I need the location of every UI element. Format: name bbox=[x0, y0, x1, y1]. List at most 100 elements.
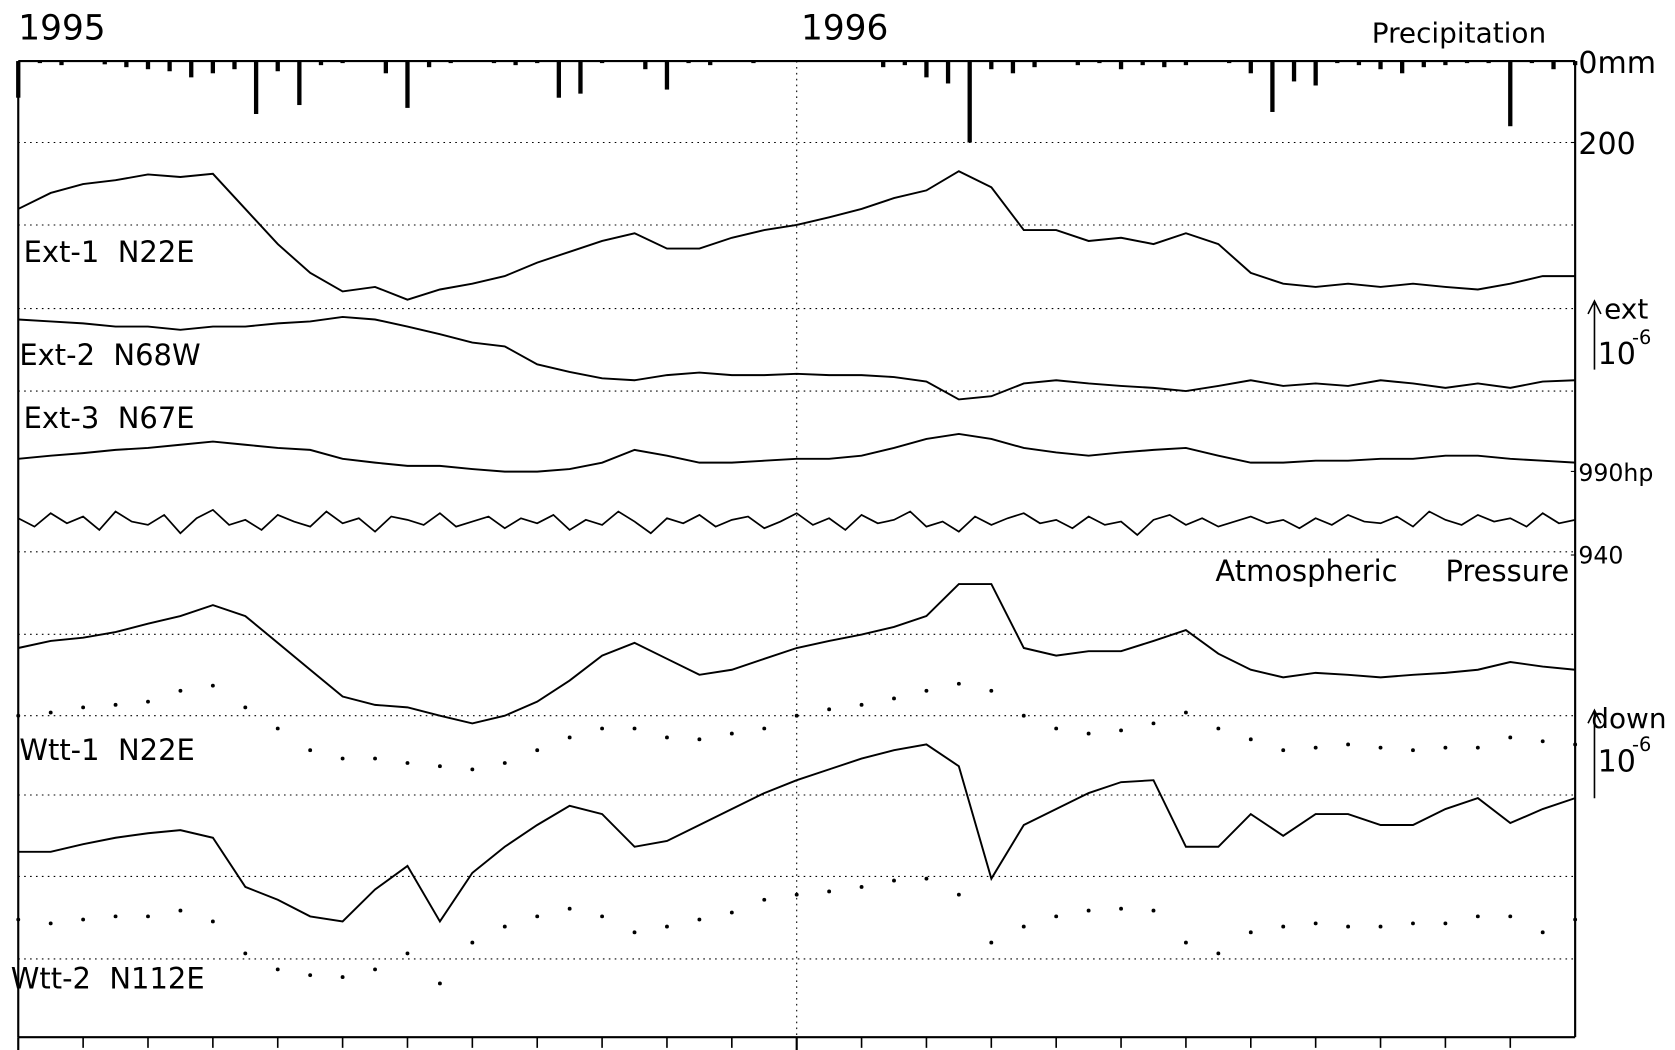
dot bbox=[1540, 739, 1545, 744]
dot bbox=[1086, 908, 1091, 913]
dot bbox=[535, 748, 540, 753]
bar bbox=[1248, 61, 1253, 74]
dot bbox=[210, 919, 215, 924]
dot bbox=[859, 702, 864, 707]
dot bbox=[502, 761, 507, 765]
dot bbox=[502, 924, 507, 929]
dot bbox=[1021, 713, 1026, 718]
dot bbox=[146, 699, 150, 704]
dot bbox=[243, 951, 248, 956]
dot bbox=[437, 764, 442, 769]
bar bbox=[1551, 61, 1556, 70]
bar bbox=[1097, 61, 1102, 64]
bar bbox=[145, 61, 151, 70]
dot bbox=[178, 688, 183, 693]
bar bbox=[1486, 61, 1491, 64]
bar bbox=[16, 61, 21, 98]
dot bbox=[665, 735, 669, 740]
bar bbox=[491, 61, 497, 64]
y-tick-label: 200 bbox=[1578, 127, 1635, 162]
dot bbox=[1411, 921, 1415, 926]
dot bbox=[1216, 726, 1221, 731]
bar bbox=[405, 61, 410, 108]
bar bbox=[945, 61, 951, 84]
bar bbox=[102, 61, 107, 65]
line bbox=[18, 315, 1576, 401]
bar bbox=[383, 61, 388, 74]
bar bbox=[1032, 61, 1037, 68]
bar bbox=[708, 61, 713, 66]
bar bbox=[1421, 61, 1426, 68]
bar bbox=[167, 61, 172, 72]
dot bbox=[794, 892, 799, 897]
bar bbox=[318, 61, 324, 66]
dot bbox=[1313, 921, 1318, 926]
dot bbox=[1054, 726, 1059, 731]
dot bbox=[794, 713, 799, 718]
dot bbox=[437, 981, 442, 986]
dot bbox=[113, 914, 118, 919]
bar bbox=[426, 61, 432, 68]
bar bbox=[1270, 61, 1275, 112]
dot bbox=[535, 914, 540, 919]
y-tick-label: 940 bbox=[1578, 542, 1623, 570]
bar bbox=[556, 61, 561, 98]
dot bbox=[729, 910, 734, 915]
x-tick-label: 1995 bbox=[18, 9, 105, 49]
bar bbox=[189, 61, 194, 78]
dot bbox=[1183, 940, 1188, 945]
dot bbox=[308, 973, 313, 978]
bar bbox=[275, 61, 280, 72]
dot bbox=[470, 940, 475, 945]
series-label: Ext-1 N22E bbox=[24, 235, 195, 269]
dot bbox=[1475, 914, 1480, 919]
dot bbox=[989, 940, 994, 945]
dot bbox=[762, 726, 767, 731]
dot bbox=[308, 748, 313, 753]
y-tick-label: 0mm bbox=[1578, 46, 1656, 81]
dot bbox=[1183, 710, 1188, 715]
dot bbox=[762, 897, 767, 902]
scale-label: ext bbox=[1604, 293, 1648, 326]
bar bbox=[599, 61, 605, 64]
bar bbox=[340, 61, 345, 64]
dot bbox=[567, 735, 572, 740]
dot bbox=[1151, 908, 1156, 913]
dot bbox=[1281, 924, 1286, 929]
bar bbox=[664, 61, 670, 90]
dot bbox=[1346, 924, 1351, 929]
line bbox=[18, 432, 1576, 473]
bar bbox=[1356, 61, 1362, 66]
bar bbox=[1183, 61, 1189, 66]
dot bbox=[210, 683, 215, 688]
dot bbox=[1411, 748, 1415, 753]
bar bbox=[751, 61, 756, 64]
dot bbox=[632, 726, 637, 731]
bar bbox=[989, 61, 994, 70]
dot bbox=[16, 713, 21, 718]
dot bbox=[1573, 742, 1578, 747]
bar bbox=[297, 61, 302, 106]
dot bbox=[340, 975, 345, 980]
bar bbox=[686, 61, 691, 64]
bar bbox=[881, 61, 886, 68]
dot bbox=[1216, 951, 1221, 956]
dot bbox=[1540, 930, 1545, 935]
bar bbox=[1335, 61, 1340, 64]
dot bbox=[81, 705, 86, 710]
bar bbox=[967, 61, 972, 143]
dot bbox=[729, 731, 734, 736]
dot bbox=[1119, 906, 1123, 911]
x-tick-label: 1996 bbox=[801, 9, 888, 49]
bar bbox=[643, 61, 648, 70]
dot bbox=[892, 878, 896, 883]
dot bbox=[275, 726, 280, 731]
dot bbox=[1248, 737, 1253, 742]
series-label: Wtt-2 N112E bbox=[11, 961, 205, 995]
bar bbox=[37, 61, 43, 64]
dot bbox=[665, 924, 669, 929]
bar bbox=[1400, 61, 1405, 74]
series-label: Ext-2 N68W bbox=[19, 338, 200, 372]
dot bbox=[1054, 914, 1059, 919]
dot bbox=[470, 767, 475, 772]
